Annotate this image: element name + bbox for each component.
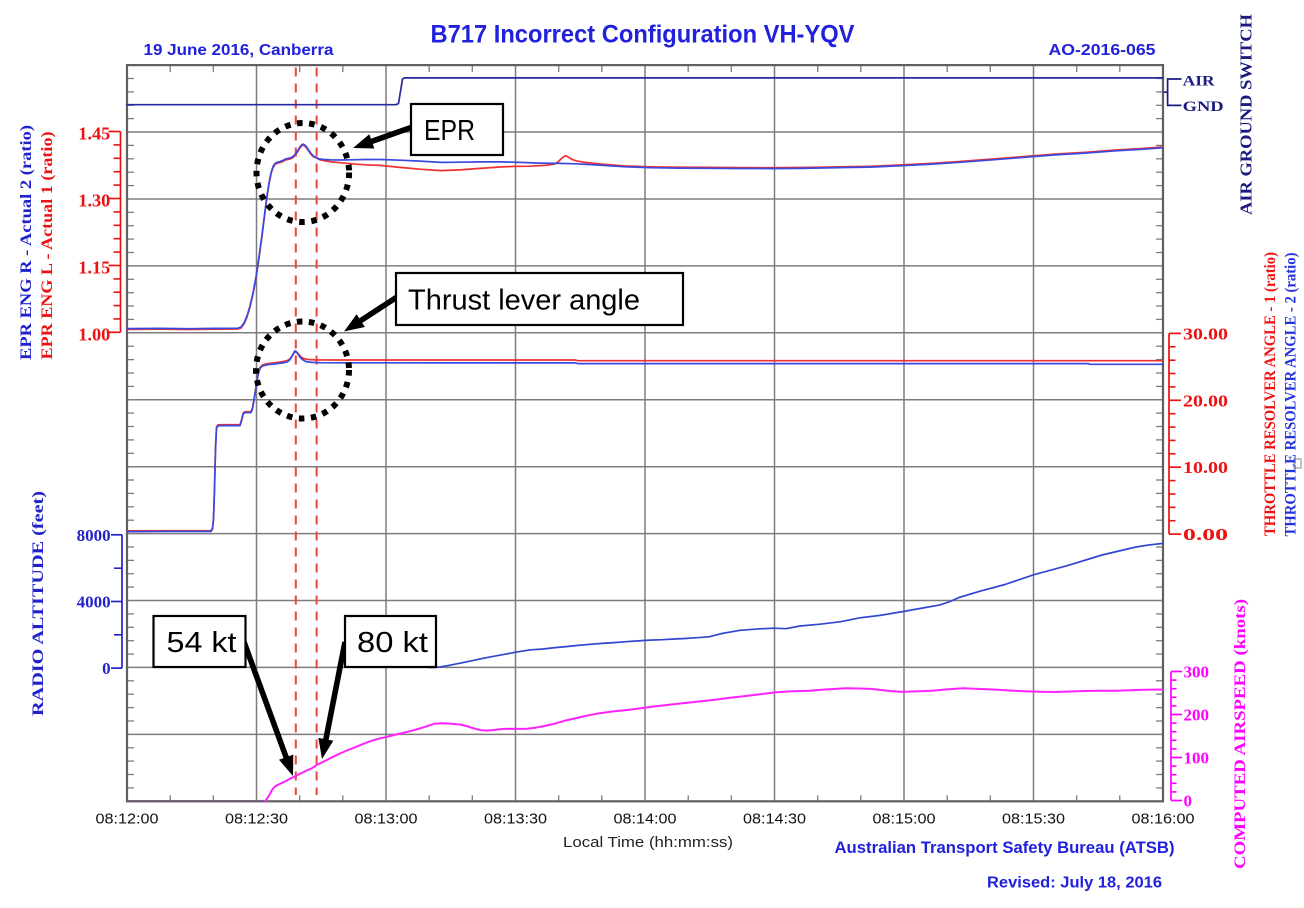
svg-text:1.45: 1.45 (78, 124, 110, 144)
svg-text:THROTTLE RESOLVER ANGLE - 2 (r: THROTTLE RESOLVER ANGLE - 2 (ratio) (1283, 253, 1300, 537)
svg-text:08:13:00: 08:13:00 (355, 812, 418, 828)
svg-text:1.15: 1.15 (78, 258, 110, 278)
svg-text:20.00: 20.00 (1183, 391, 1228, 410)
svg-text:EPR: EPR (424, 115, 475, 147)
svg-text:COMPUTED AIRSPEED (knots): COMPUTED AIRSPEED (knots) (1232, 599, 1249, 869)
svg-text:08:15:30: 08:15:30 (1002, 812, 1065, 828)
svg-text:8000: 8000 (77, 526, 111, 545)
svg-text:AO-2016-065: AO-2016-065 (1049, 42, 1156, 59)
svg-text:08:15:00: 08:15:00 (873, 812, 936, 828)
svg-text:54 kt: 54 kt (167, 627, 237, 659)
svg-text:RADIO ALTITUDE (feet): RADIO ALTITUDE (feet) (30, 491, 47, 716)
svg-text:100: 100 (1184, 749, 1210, 768)
svg-text:0.00: 0.00 (1183, 525, 1228, 544)
svg-text:08:16:00: 08:16:00 (1132, 812, 1195, 828)
svg-text:EPR ENG R - Actual 2 (ratio): EPR ENG R - Actual 2 (ratio) (18, 125, 35, 360)
svg-text:08:14:30: 08:14:30 (743, 812, 806, 828)
svg-text:200: 200 (1184, 706, 1210, 725)
svg-text:Australian Transport Safety Bu: Australian Transport Safety Bureau (ATSB… (835, 838, 1175, 857)
svg-text:GND: GND (1183, 99, 1224, 115)
svg-text:19 June 2016, Canberra: 19 June 2016, Canberra (144, 42, 334, 59)
svg-text:08:14:00: 08:14:00 (614, 812, 677, 828)
svg-text:0: 0 (102, 659, 111, 678)
svg-text:Thrust lever angle: Thrust lever angle (408, 285, 640, 317)
svg-text:Revised: July 18, 2016: Revised: July 18, 2016 (987, 875, 1162, 892)
svg-text:AIR GROUND SWITCH: AIR GROUND SWITCH (1237, 14, 1256, 215)
svg-text:1.00: 1.00 (78, 324, 110, 344)
svg-text:Local Time (hh:mm:ss): Local Time (hh:mm:ss) (563, 834, 733, 851)
svg-text:1.30: 1.30 (78, 191, 110, 211)
svg-text:AIR: AIR (1183, 74, 1215, 90)
svg-text:10.00: 10.00 (1183, 458, 1228, 477)
svg-text:08:12:30: 08:12:30 (225, 812, 288, 828)
svg-text:B717 Incorrect Configuration V: B717 Incorrect Configuration VH-YQV (431, 21, 855, 49)
svg-text:0: 0 (1184, 792, 1193, 811)
svg-text:THROTTLE RESOLVER ANGLE - 1 (r: THROTTLE RESOLVER ANGLE - 1 (ratio) (1262, 252, 1279, 536)
svg-text:80 kt: 80 kt (357, 627, 428, 659)
svg-text:300: 300 (1184, 663, 1210, 682)
svg-text:08:13:30: 08:13:30 (484, 812, 547, 828)
svg-text:EPR ENG L - Actual 1 (ratio): EPR ENG L - Actual 1 (ratio) (39, 132, 56, 360)
svg-text:30.00: 30.00 (1183, 324, 1228, 343)
svg-text:08:12:00: 08:12:00 (96, 812, 159, 828)
svg-text:4000: 4000 (77, 593, 111, 612)
